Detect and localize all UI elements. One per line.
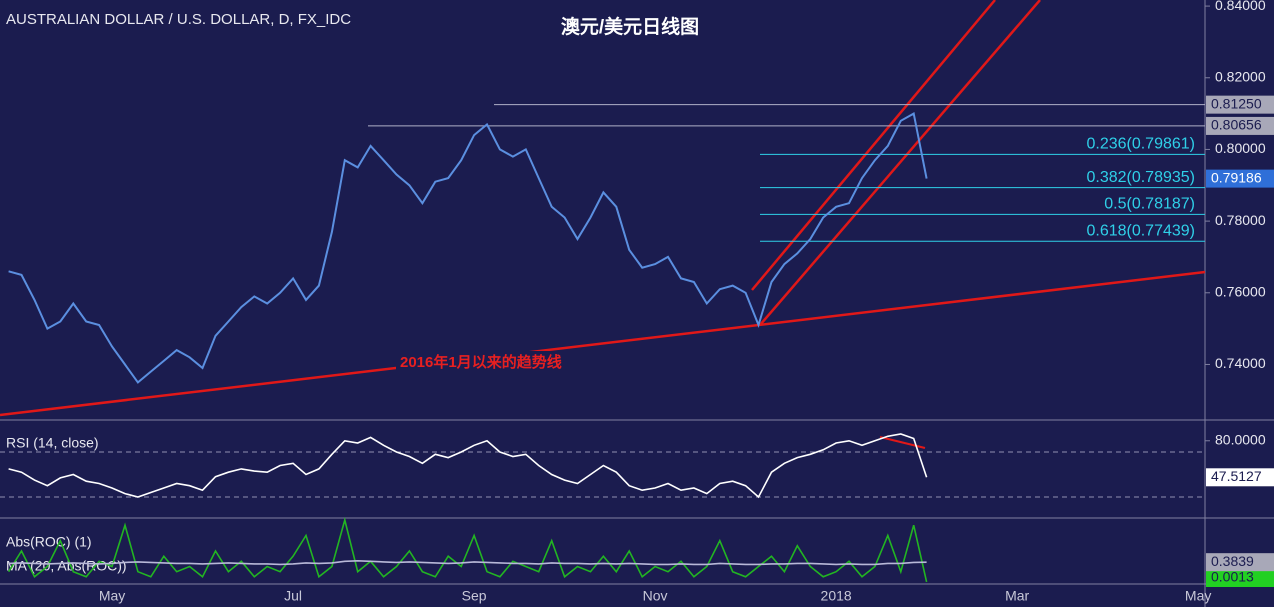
last-value-label-bg bbox=[1206, 169, 1274, 188]
series-line bbox=[8, 112, 928, 384]
series-line bbox=[8, 559, 927, 566]
x-tick-label: Sep bbox=[462, 588, 487, 604]
rsi-divergence-line bbox=[879, 436, 926, 449]
level-label-bg bbox=[1206, 95, 1274, 114]
annotation: 2016年1月以来的趋势线 bbox=[400, 353, 562, 371]
series-line bbox=[8, 433, 928, 499]
last-value-label: 0.79186 bbox=[1211, 169, 1262, 185]
x-tick-label: May bbox=[99, 588, 125, 604]
fib-label: 0.5(0.78187) bbox=[1104, 196, 1195, 213]
x-tick-label: 2018 bbox=[821, 588, 852, 604]
legend-entry: RSI (14, close) bbox=[6, 435, 99, 451]
x-tick-label: May bbox=[1185, 588, 1211, 604]
y-tick-label: 80.0000 bbox=[1215, 431, 1266, 447]
chart-title: AUSTRALIAN DOLLAR / U.S. DOLLAR, D, FX_I… bbox=[6, 11, 351, 28]
x-tick-label: Mar bbox=[1005, 588, 1029, 604]
last-value-label: 47.5127 bbox=[1211, 468, 1262, 484]
y-tick-label: 0.80000 bbox=[1215, 140, 1266, 156]
last-value-label: 0.0013 bbox=[1211, 569, 1254, 585]
x-tick-label: Jul bbox=[284, 588, 302, 604]
level-label: 0.81250 bbox=[1211, 95, 1262, 111]
y-tick-label: 0.82000 bbox=[1215, 68, 1266, 84]
fib-label: 0.618(0.77439) bbox=[1086, 222, 1195, 239]
fib-label: 0.382(0.78935) bbox=[1086, 169, 1195, 186]
chart-subtitle: 澳元/美元日线图 bbox=[561, 15, 699, 38]
trend-line bbox=[0, 270, 1206, 417]
y-tick-label: 0.76000 bbox=[1215, 283, 1266, 299]
channel-line bbox=[759, 0, 1041, 326]
last-value-label-bg bbox=[1206, 468, 1274, 487]
x-tick-label: Nov bbox=[643, 588, 668, 604]
series-line bbox=[7, 516, 928, 583]
last-value-label: 0.3839 bbox=[1211, 553, 1254, 569]
level-label-bg bbox=[1206, 116, 1274, 135]
last-value-label-bg bbox=[1206, 569, 1274, 587]
fib-label: 0.236(0.79861) bbox=[1086, 136, 1195, 153]
y-tick-label: 0.74000 bbox=[1215, 355, 1266, 371]
y-tick-label: 0.78000 bbox=[1215, 212, 1266, 228]
annotation-bg bbox=[396, 351, 622, 375]
legend-entry: MA (20, Abs(ROC)) bbox=[6, 558, 127, 574]
level-label: 0.80656 bbox=[1211, 117, 1262, 133]
legend-entry: Abs(ROC) (1) bbox=[6, 534, 92, 550]
last-value-label-bg bbox=[1206, 553, 1274, 572]
y-tick-label: 0.84000 bbox=[1215, 0, 1266, 13]
